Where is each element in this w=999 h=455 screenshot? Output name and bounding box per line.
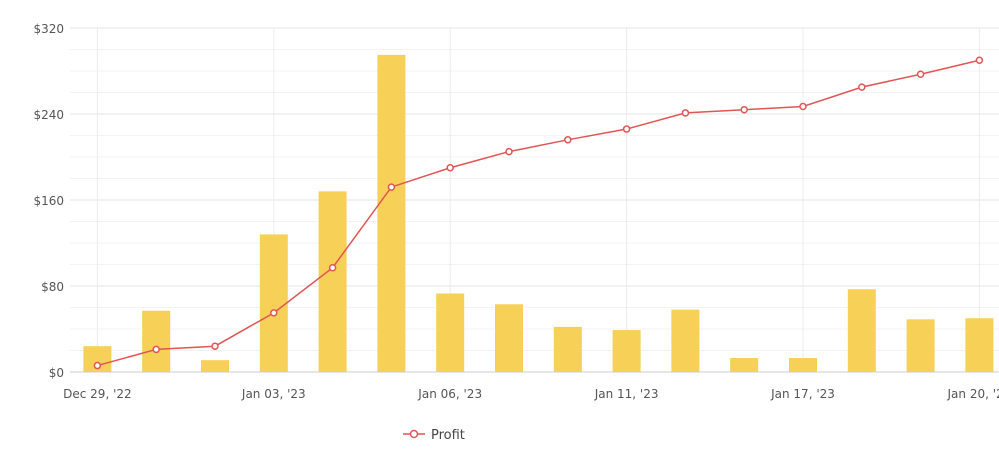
profit-point[interactable] [211,342,219,350]
y-tick-label: $80 [41,280,64,294]
profit-point[interactable] [152,345,160,354]
y-tick-label: $160 [33,194,64,208]
y-tick-label: $320 [33,22,64,36]
profit-point[interactable] [93,361,102,370]
bar[interactable] [201,360,229,372]
bar[interactable] [965,318,994,372]
y-tick-label: $0 [49,366,64,380]
x-axis: Dec 29, '22 Jan 03, '23 Jan 06, '23 Jan 11,… [63,371,999,401]
x-tick-label: Jan 03, '23 [241,387,306,401]
bar[interactable] [612,330,641,372]
profit-point[interactable] [505,147,513,156]
profit-point[interactable] [446,164,454,172]
bar[interactable] [847,289,876,372]
profit-point[interactable] [328,263,337,272]
profit-point[interactable] [387,183,396,191]
bar-series [83,54,994,372]
profit-point[interactable] [799,102,807,111]
profit-line [97,59,980,367]
x-tick-label: Jan 06, '23 [417,387,482,401]
y-tick-label: $240 [33,108,64,122]
x-tick-label: Dec 29, '22 [63,387,132,401]
bar[interactable] [553,326,582,372]
profit-point[interactable] [270,309,278,317]
profit-point[interactable] [564,136,572,144]
profit-point[interactable] [681,109,690,117]
legend[interactable]: Profit [403,428,465,443]
x-tick-label: Jan 20, '23 [947,387,999,401]
bar[interactable] [259,234,288,372]
bar[interactable] [495,304,523,372]
bar[interactable] [436,293,465,372]
y-axis: $0 $80 $160 $240 $320 [33,22,64,380]
bar[interactable] [789,358,817,372]
bar[interactable] [142,310,171,372]
legend-point-marker [409,429,419,439]
bar[interactable] [377,54,406,372]
line-series-profit [93,56,984,370]
profit-point[interactable] [858,83,866,91]
profit-point[interactable] [740,105,748,114]
bar[interactable] [671,309,700,372]
x-tick-label: Jan 11, '23 [594,387,659,401]
bar[interactable] [906,319,935,372]
profit-point[interactable] [622,125,631,133]
legend-label-profit[interactable]: Profit [431,428,465,443]
profit-point[interactable] [975,56,984,64]
profit-point[interactable] [916,70,925,78]
bar[interactable] [730,358,759,372]
x-tick-label: Jan 17, '23 [770,387,835,401]
bar[interactable] [318,191,347,372]
